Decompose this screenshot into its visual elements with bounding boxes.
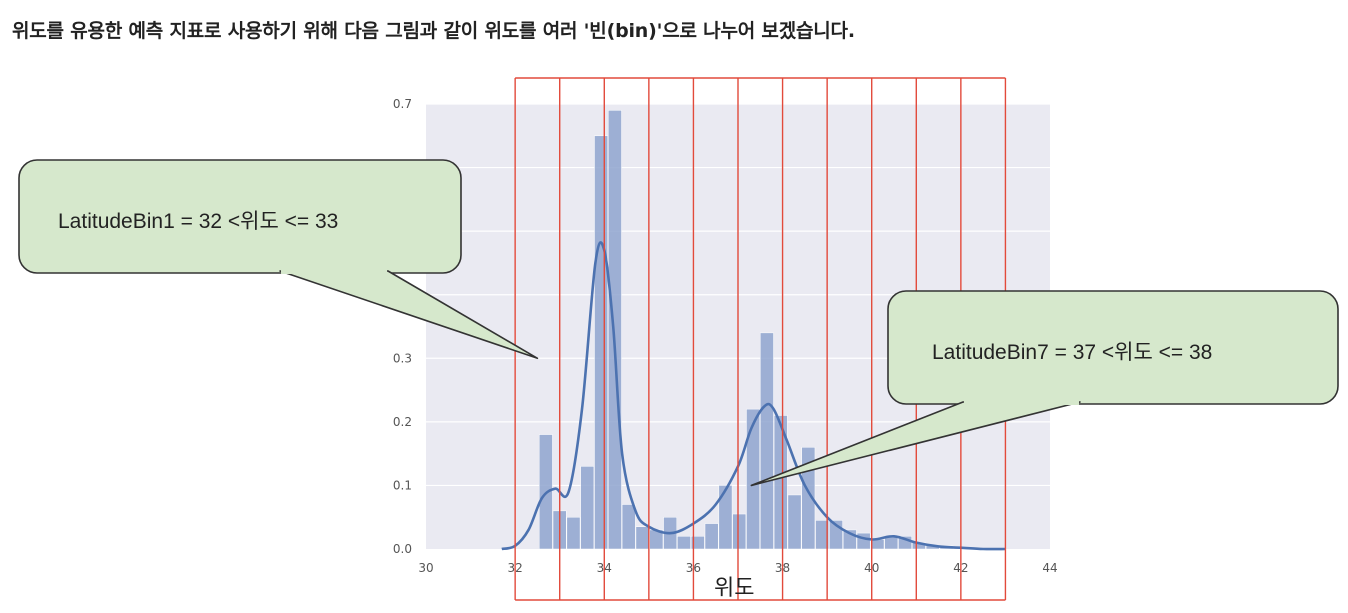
histogram-bar [787,494,802,550]
x-tick-label: 30 [418,561,433,575]
y-tick-label: 0.7 [393,97,412,111]
x-tick-label: 44 [1042,561,1057,575]
histogram-bar [594,135,608,550]
histogram-bar [635,526,650,550]
page-heading: 위도를 유용한 예측 지표로 사용하기 위해 다음 그림과 같이 위도를 여러 … [12,20,855,42]
histogram-bar [856,532,871,550]
histogram-bar [566,516,581,550]
histogram-bar [801,447,816,550]
histogram-bar [760,332,774,550]
histogram-bar [732,513,747,550]
callout-bin7-text: LatitudeBin7 = 37 <위도 <= 38 [932,341,1213,364]
x-axis-label: 위도 [714,576,755,601]
histogram-bar [580,466,595,550]
histogram-bar [690,536,705,550]
histogram-bar [677,536,691,550]
callout-bin7-pointer-join [964,399,1079,405]
y-tick-label: 0.1 [393,478,412,492]
histogram-bar [815,520,830,550]
callout-bin1-text: LatitudeBin1 = 32 <위도 <= 33 [58,210,339,233]
x-tick-label: 42 [953,561,968,575]
x-tick-label: 34 [597,561,612,575]
histogram-bar [870,539,885,550]
histogram-bar [704,523,719,550]
histogram-bar [746,408,760,550]
histogram-bar [718,485,733,550]
callout-bin7-bubble [887,290,1339,405]
x-tick-label: 36 [686,561,701,575]
histogram-bar [773,415,788,550]
kde-curve [501,241,1006,551]
x-tick-label: 40 [864,561,879,575]
histogram-bar [621,504,636,550]
histogram-bar [608,110,622,550]
x-tick-label: 32 [508,561,523,575]
callout-bin1-pointer-join [281,268,387,274]
callout-bin1-bubble [18,159,462,274]
y-tick-label: 0.2 [393,415,412,429]
x-tick-label: 38 [775,561,790,575]
y-tick-label: 0.0 [393,542,412,556]
y-tick-label: 0.3 [393,351,412,365]
